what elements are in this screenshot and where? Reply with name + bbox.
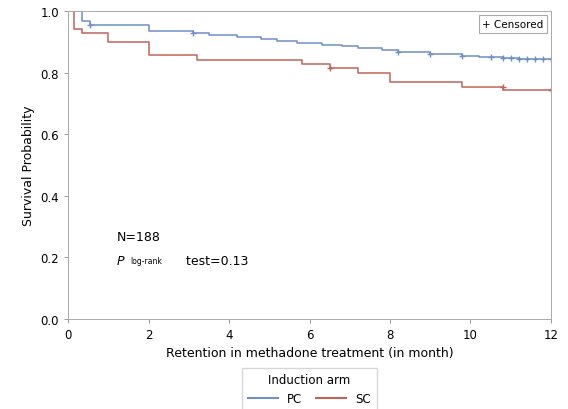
Y-axis label: Survival Probability: Survival Probability	[22, 106, 35, 226]
Text: log-rank: log-rank	[130, 257, 162, 266]
Text: test=0.13: test=0.13	[182, 254, 248, 267]
Text: $P$: $P$	[116, 254, 126, 267]
X-axis label: Retention in methadone treatment (in month): Retention in methadone treatment (in mon…	[166, 346, 453, 360]
Legend: PC, SC: PC, SC	[242, 368, 377, 409]
Text: N=188: N=188	[116, 230, 160, 243]
Text: + Censored: + Censored	[482, 20, 544, 30]
